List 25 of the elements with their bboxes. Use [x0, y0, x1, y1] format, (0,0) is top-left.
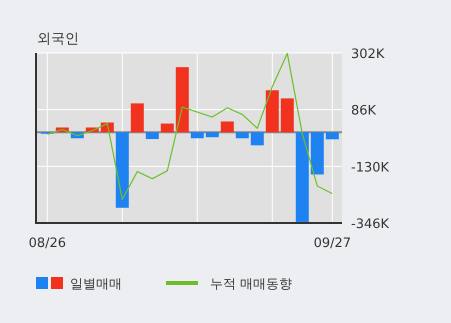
bar: [280, 98, 294, 132]
legend-label: 누적 매매동향: [210, 277, 292, 292]
line-series: [46, 52, 333, 200]
bar: [176, 67, 189, 132]
bar: [220, 121, 234, 132]
y-tick-label: -130K: [351, 160, 390, 176]
bar: [236, 132, 249, 138]
bar: [296, 132, 309, 222]
bar: [160, 124, 174, 132]
bar: [116, 132, 129, 208]
bar: [146, 132, 159, 140]
bar: [266, 90, 279, 132]
x-tick-label: 09/27: [314, 236, 352, 251]
legend-label: 일별매매: [70, 277, 122, 292]
x-tick-label: 08/26: [28, 236, 66, 251]
bar: [310, 132, 324, 174]
bar: [326, 132, 339, 140]
y-tick-label: -346K: [351, 217, 390, 232]
bar: [190, 132, 204, 138]
y-tick-label: 86K: [351, 104, 377, 119]
y-tick-label: 302K: [351, 47, 385, 62]
bar: [206, 132, 219, 138]
chart-title: 외국인: [37, 31, 79, 47]
bar: [130, 103, 144, 132]
bar: [250, 132, 264, 146]
